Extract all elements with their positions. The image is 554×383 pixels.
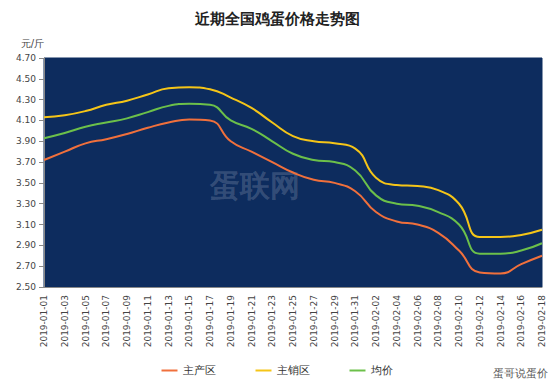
svg-text:2019-02-12: 2019-02-12 (475, 295, 485, 347)
svg-text:2019-02-08: 2019-02-08 (433, 295, 443, 348)
svg-text:2019-01-27: 2019-01-27 (309, 295, 319, 347)
svg-text:3.10: 3.10 (16, 220, 36, 230)
svg-text:2019-02-06: 2019-02-06 (413, 295, 423, 348)
svg-text:3.70: 3.70 (16, 157, 36, 167)
svg-text:2019-01-31: 2019-01-31 (350, 295, 360, 347)
svg-text:2019-02-16: 2019-02-16 (516, 295, 526, 348)
svg-text:2019-02-10: 2019-02-10 (454, 295, 464, 348)
svg-text:元/斤: 元/斤 (21, 38, 44, 49)
svg-text:2019-01-13: 2019-01-13 (164, 295, 174, 347)
svg-text:均价: 均价 (370, 364, 393, 377)
svg-text:2019-01-07: 2019-01-07 (101, 295, 111, 347)
svg-text:主销区: 主销区 (277, 364, 310, 377)
svg-text:2.90: 2.90 (16, 240, 36, 250)
svg-text:4.50: 4.50 (16, 74, 36, 84)
svg-text:蛋哥说蛋价: 蛋哥说蛋价 (493, 367, 548, 380)
svg-text:2019-01-15: 2019-01-15 (184, 295, 194, 347)
svg-text:2019-01-29: 2019-01-29 (330, 295, 340, 348)
svg-text:2019-01-23: 2019-01-23 (267, 295, 277, 347)
svg-text:2.70: 2.70 (16, 261, 36, 271)
svg-text:3.50: 3.50 (16, 178, 36, 188)
svg-text:2019-02-02: 2019-02-02 (371, 295, 381, 347)
svg-text:2019-01-11: 2019-01-11 (143, 295, 153, 347)
svg-text:3.30: 3.30 (16, 199, 36, 209)
svg-text:2019-01-25: 2019-01-25 (288, 295, 298, 347)
svg-text:4.70: 4.70 (16, 53, 36, 63)
svg-text:2019-02-04: 2019-02-04 (392, 295, 402, 348)
svg-text:2019-01-05: 2019-01-05 (81, 295, 91, 347)
svg-text:2019-01-01: 2019-01-01 (39, 295, 49, 347)
svg-text:4.30: 4.30 (16, 95, 36, 105)
svg-text:3.90: 3.90 (16, 136, 36, 146)
svg-text:2019-02-18: 2019-02-18 (537, 295, 547, 348)
svg-text:蛋联网: 蛋联网 (209, 168, 300, 203)
svg-text:2019-01-17: 2019-01-17 (205, 295, 215, 347)
svg-text:4.10: 4.10 (16, 115, 36, 125)
svg-text:2019-01-19: 2019-01-19 (226, 295, 236, 348)
svg-text:2019-02-14: 2019-02-14 (496, 295, 506, 348)
svg-text:2019-01-21: 2019-01-21 (247, 295, 257, 347)
svg-text:近期全国鸡蛋价格走势图: 近期全国鸡蛋价格走势图 (194, 10, 360, 28)
svg-text:2019-01-09: 2019-01-09 (122, 295, 132, 348)
svg-text:2.50: 2.50 (16, 282, 36, 292)
svg-text:2019-01-03: 2019-01-03 (60, 295, 70, 347)
svg-text:主产区: 主产区 (183, 364, 216, 377)
